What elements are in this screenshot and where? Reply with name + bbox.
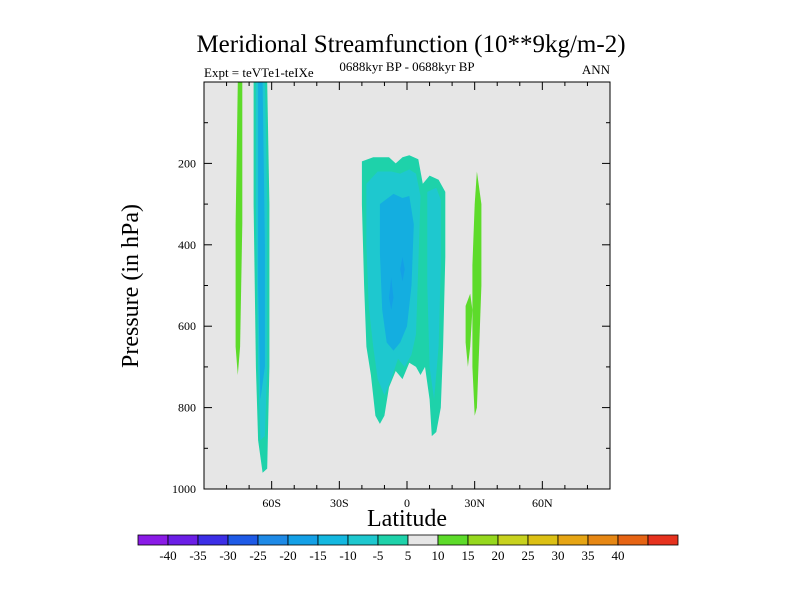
colorbar-label: -5: [373, 548, 384, 563]
colorbar-label: 15: [462, 548, 475, 563]
y-tick-label: 1000: [172, 482, 196, 496]
colorbar-swatch: [377, 534, 409, 546]
x-tick-label: 60N: [532, 496, 553, 510]
y-axis-ticks: 200 400 600 800 1000: [172, 122, 610, 496]
colorbar-label: -25: [249, 548, 266, 563]
y-tick-label: 200: [178, 156, 196, 170]
x-axis-ticks: 60S 30S 0 30N 60N: [226, 82, 588, 510]
x-tick-label: 60S: [262, 496, 281, 510]
colorbar-swatch: [527, 534, 559, 546]
colorbar-label: 5: [405, 548, 412, 563]
chart-title: Meridional Streamfunction (10**9kg/m-2): [196, 31, 625, 58]
contour-region-level-neg10: [427, 187, 441, 400]
plot-area: 60S 30S 0 30N 60N 200 400 600 800 1000: [172, 81, 611, 510]
colorbar-swatch: [407, 534, 439, 546]
colorbar-label: 40: [612, 548, 625, 563]
colorbar: [137, 534, 679, 546]
contour-region-level-5: [465, 293, 473, 367]
colorbar-swatch: [497, 534, 529, 546]
colorbar-label: -35: [189, 548, 206, 563]
season-label: ANN: [582, 62, 611, 77]
time-range-label: 0688kyr BP - 0688kyr BP: [339, 59, 474, 74]
colorbar-label: 10: [432, 548, 445, 563]
colorbar-swatch: [587, 534, 619, 546]
colorbar-swatch: [467, 534, 499, 546]
x-tick-label: 30S: [330, 496, 349, 510]
colorbar-label: 30: [552, 548, 565, 563]
x-axis-label: Latitude: [367, 506, 447, 532]
colorbar-swatch: [317, 534, 349, 546]
colorbar-label: 25: [522, 548, 535, 563]
contour-region-level-5: [235, 82, 243, 375]
colorbar-swatch: [647, 534, 679, 546]
y-axis-label: Pressure (in hPa): [118, 204, 144, 368]
contour-region-level-neg15: [379, 193, 414, 351]
colorbar-swatch: [347, 534, 379, 546]
colorbar-label: -20: [279, 548, 296, 563]
colorbar-label: -10: [339, 548, 356, 563]
contour-region-level-neg20: [400, 257, 405, 282]
colorbar-swatch: [617, 534, 649, 546]
contour-region-level-5: [472, 171, 482, 416]
y-tick-label: 400: [178, 238, 196, 252]
colorbar-swatch: [137, 534, 169, 546]
colorbar-label: -30: [219, 548, 236, 563]
colorbar-labels: -40 -35 -30 -25 -20 -15 -10 -5 5 10 15 20 25 30 35 40: [159, 548, 624, 563]
colorbar-swatch: [437, 534, 469, 546]
y-tick-label: 600: [178, 319, 196, 333]
x-tick-label: 30N: [464, 496, 485, 510]
contour-region-level-neg15: [258, 82, 265, 400]
colorbar-swatch: [167, 534, 199, 546]
colorbar-label: -40: [159, 548, 176, 563]
colorbar-swatch: [287, 534, 319, 546]
colorbar-label: -15: [309, 548, 326, 563]
contour-region-level-neg20: [389, 277, 394, 310]
contour-fills: [235, 82, 482, 473]
colorbar-swatch: [197, 534, 229, 546]
y-tick-label: 800: [178, 401, 196, 415]
colorbar-label: 20: [492, 548, 505, 563]
colorbar-swatch: [227, 534, 259, 546]
colorbar-swatch: [557, 534, 589, 546]
colorbar-swatch: [257, 534, 289, 546]
experiment-label: Expt = teVTe1-teIXe: [204, 65, 314, 80]
colorbar-label: 35: [582, 548, 595, 563]
x-tick-label: 0: [404, 496, 410, 510]
